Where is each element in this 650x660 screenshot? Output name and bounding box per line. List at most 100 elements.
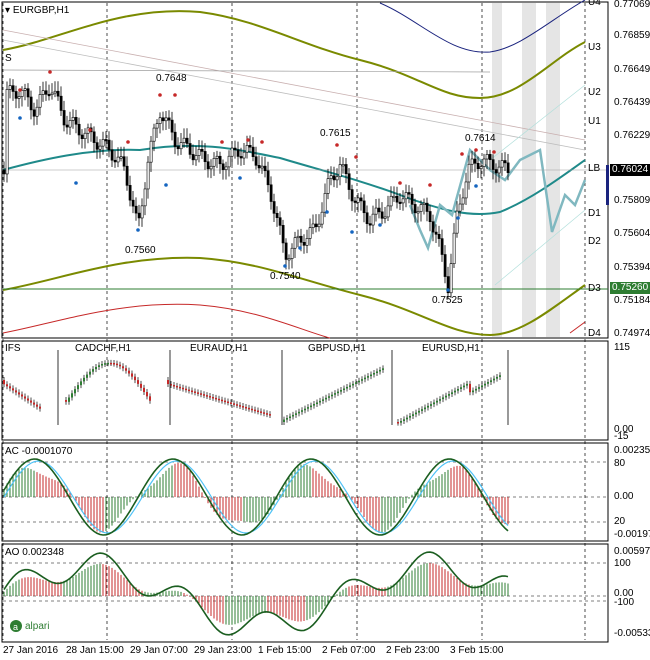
- fractal-up-marker: [173, 93, 177, 97]
- candle-body: [302, 241, 306, 246]
- candle-body: [350, 189, 354, 202]
- candle-body: [446, 276, 450, 294]
- candle-body: [176, 146, 180, 150]
- fractal-up-marker: [492, 150, 496, 154]
- candle-body: [221, 163, 225, 170]
- candle-body: [416, 211, 420, 214]
- ac-pane[interactable]: [1, 442, 609, 542]
- candle-body: [278, 217, 282, 226]
- candle-body: [128, 185, 132, 201]
- candle-body: [104, 139, 108, 142]
- price-candles[interactable]: [2, 78, 510, 299]
- u1-channel: [2, 69, 491, 73]
- teal-forecast: [408, 147, 587, 252]
- candle-body: [167, 117, 171, 121]
- ifs-body: [251, 408, 253, 411]
- candle-body: [347, 173, 351, 190]
- candle-body: [473, 158, 477, 164]
- ifs-body: [68, 397, 70, 402]
- candle-body: [53, 90, 57, 94]
- ao-pane[interactable]: [1, 543, 609, 643]
- candle-body: [377, 207, 381, 213]
- candle-body: [62, 110, 66, 126]
- candle-body: [110, 149, 114, 161]
- level-label-d2: D2: [588, 236, 601, 247]
- candle-body: [71, 117, 75, 121]
- candle-body: [443, 254, 447, 277]
- candle-body: [116, 156, 120, 163]
- line-price-box: 0.75260: [610, 282, 650, 294]
- ifs-body: [379, 369, 381, 372]
- ifs-body: [15, 390, 17, 393]
- candle-body: [404, 192, 408, 200]
- candle-body: [68, 120, 72, 128]
- ifs-pane[interactable]: [1, 340, 609, 441]
- candle-body: [95, 142, 99, 150]
- ifs-body: [352, 383, 354, 386]
- candle-body: [476, 162, 480, 169]
- candle-body: [359, 197, 363, 202]
- ifs-pair-label: CADCHF,H1: [75, 343, 132, 354]
- ifs-body: [33, 402, 35, 405]
- price-axis-tick: 0.75604: [614, 228, 650, 239]
- candle-body: [467, 163, 471, 183]
- ac-axis-tick: -0.0019700: [614, 529, 650, 540]
- candle-body: [158, 117, 162, 124]
- ifs-body: [376, 371, 378, 373]
- candle-body: [341, 164, 345, 167]
- candle-body: [134, 205, 138, 214]
- fractal-markers: [18, 70, 496, 292]
- ifs-candles: [3, 350, 509, 426]
- candle-body: [461, 197, 465, 205]
- price-axis-tick: 0.75394: [614, 262, 650, 273]
- dropdown-triangle-icon[interactable]: ▾: [5, 5, 11, 16]
- candle-body: [92, 131, 96, 143]
- candle-body: [506, 162, 510, 173]
- ac-axis-tick: 80: [614, 458, 626, 469]
- candle-body: [362, 200, 366, 214]
- ifs-body: [3, 380, 5, 385]
- candle-body: [26, 88, 30, 98]
- ao-title: AO 0.002348: [5, 547, 64, 558]
- ifs-body: [457, 388, 459, 391]
- candle-body: [422, 202, 426, 205]
- ifs-body: [12, 388, 14, 391]
- ifs-body: [269, 414, 271, 416]
- ifs-body: [125, 368, 127, 371]
- price-axis-tick: 0.75184: [614, 295, 650, 306]
- ifs-body: [304, 408, 306, 411]
- price-axis-tick: 0.76649: [614, 64, 650, 75]
- ifs-body: [254, 409, 256, 412]
- price-axis-tick: 0.75809: [614, 195, 650, 206]
- ifs-body: [242, 406, 244, 408]
- ifs-body: [454, 390, 456, 393]
- candle-body: [155, 123, 159, 129]
- candle-body: [119, 156, 123, 159]
- candle-body: [272, 201, 276, 214]
- candle-body: [170, 119, 174, 133]
- ifs-body: [245, 406, 247, 409]
- ifs-body: [9, 386, 11, 389]
- candle-body: [236, 149, 240, 157]
- ifs-body: [325, 397, 327, 400]
- candle-body: [497, 166, 501, 174]
- fractal-down-marker: [164, 183, 168, 187]
- fractal-up-marker: [474, 148, 478, 152]
- fractal-down-marker: [378, 223, 382, 227]
- candle-body: [299, 235, 303, 243]
- price-axis-tick: 0.76229: [614, 130, 650, 141]
- price-annotation: 0.7540: [270, 271, 301, 282]
- ifs-body: [21, 394, 23, 397]
- ifs-body: [200, 393, 202, 395]
- fractal-down-marker: [325, 210, 329, 214]
- price-annotation: 0.7648: [156, 73, 187, 84]
- u4-line: [379, 0, 586, 53]
- ifs-body: [170, 384, 172, 386]
- candle-body: [323, 193, 327, 213]
- ifs-body: [212, 396, 214, 399]
- candle-body: [374, 207, 378, 215]
- symbol-title[interactable]: ▾ EURGBP,H1: [5, 5, 70, 16]
- ifs-body: [490, 380, 492, 383]
- candle-body: [56, 90, 60, 97]
